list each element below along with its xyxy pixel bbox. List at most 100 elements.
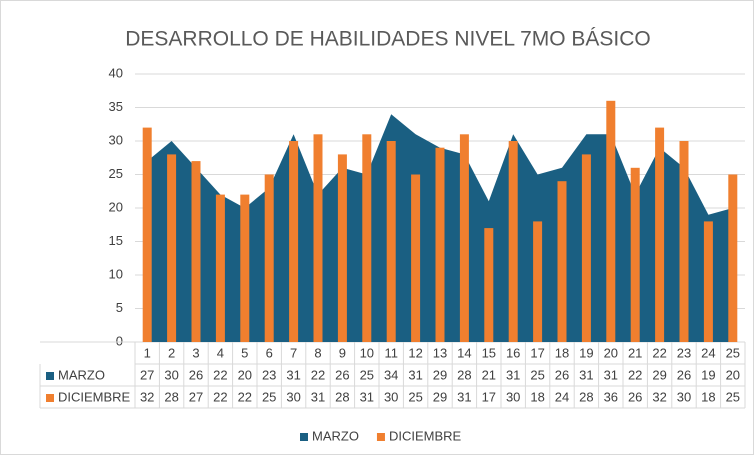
bar <box>215 194 225 342</box>
table-value: 18 <box>701 389 715 404</box>
bar <box>581 154 591 342</box>
bar <box>313 134 323 342</box>
bar <box>167 154 177 342</box>
x-tick-label: 7 <box>290 345 297 360</box>
table-legend-swatch <box>46 372 54 380</box>
table-value: 26 <box>189 367 203 382</box>
x-tick-label: 21 <box>628 345 642 360</box>
x-tick-label: 4 <box>217 345 224 360</box>
table-value: 32 <box>140 389 154 404</box>
bar <box>679 141 689 342</box>
table-value: 32 <box>652 389 666 404</box>
bar <box>337 154 347 342</box>
table-value: 25 <box>530 367 544 382</box>
table-value: 23 <box>262 367 276 382</box>
table-value: 27 <box>189 389 203 404</box>
table-value: 27 <box>140 367 154 382</box>
table-value: 25 <box>726 389 740 404</box>
y-tick-label: 25 <box>109 166 123 181</box>
table-value: 30 <box>286 389 300 404</box>
x-tick-label: 13 <box>433 345 447 360</box>
legend-swatch <box>376 433 385 441</box>
table-value: 26 <box>335 367 349 382</box>
x-tick-label: 16 <box>506 345 520 360</box>
table-value: 24 <box>555 389 569 404</box>
chart-title: DESARROLLO DE HABILIDADES NIVEL 7MO BÁSI… <box>125 28 651 51</box>
x-tick-label: 18 <box>555 345 569 360</box>
table-value: 31 <box>457 389 471 404</box>
table-value: 34 <box>384 367 398 382</box>
bar <box>630 167 640 342</box>
y-tick-label: 5 <box>116 300 123 315</box>
bar <box>386 141 396 342</box>
table-value: 22 <box>311 367 325 382</box>
y-tick-label: 30 <box>109 132 123 147</box>
table-value: 17 <box>482 389 496 404</box>
x-tick-label: 6 <box>266 345 273 360</box>
table-series-name: DICIEMBRE <box>58 389 131 404</box>
table-value: 28 <box>335 389 349 404</box>
bar <box>484 228 494 342</box>
table-value: 20 <box>238 367 252 382</box>
bar <box>533 221 543 342</box>
bar <box>728 174 738 342</box>
table-value: 31 <box>408 367 422 382</box>
bar <box>264 174 274 342</box>
table-value: 36 <box>604 389 618 404</box>
x-tick-label: 2 <box>168 345 175 360</box>
table-value: 26 <box>628 389 642 404</box>
x-tick-label: 15 <box>482 345 496 360</box>
x-tick-label: 23 <box>677 345 691 360</box>
y-tick-label: 20 <box>109 199 123 214</box>
x-tick-label: 19 <box>579 345 593 360</box>
table-value: 18 <box>530 389 544 404</box>
x-tick-label: 3 <box>192 345 199 360</box>
table-value: 22 <box>213 367 227 382</box>
bar <box>557 181 567 342</box>
table-series-name: MARZO <box>58 367 105 382</box>
x-tick-label: 22 <box>652 345 666 360</box>
x-tick-label: 5 <box>241 345 248 360</box>
table-value: 28 <box>457 367 471 382</box>
table-value: 31 <box>311 389 325 404</box>
y-tick-label: 40 <box>109 65 123 80</box>
legend-swatch <box>300 433 308 441</box>
y-tick-label: 35 <box>109 99 123 114</box>
table-value: 31 <box>360 389 374 404</box>
bar <box>362 134 372 342</box>
legend-label: MARZO <box>312 428 359 443</box>
table-value: 28 <box>164 389 178 404</box>
table-value: 21 <box>482 367 496 382</box>
bar <box>655 127 665 342</box>
x-tick-label: 14 <box>457 345 471 360</box>
bar <box>703 221 713 342</box>
x-tick-label: 24 <box>701 345 715 360</box>
table-value: 29 <box>433 389 447 404</box>
x-tick-label: 17 <box>530 345 544 360</box>
bar <box>240 194 250 342</box>
x-tick-label: 10 <box>360 345 374 360</box>
table-value: 26 <box>677 367 691 382</box>
table-value: 31 <box>579 367 593 382</box>
legend-label: DICIEMBRE <box>389 428 462 443</box>
table-value: 29 <box>652 367 666 382</box>
x-tick-label: 25 <box>726 345 740 360</box>
table-legend-swatch <box>46 394 54 402</box>
table-value: 25 <box>360 367 374 382</box>
bar <box>508 141 518 342</box>
table-value: 29 <box>433 367 447 382</box>
bar <box>191 161 201 342</box>
y-tick-label: 0 <box>116 333 123 348</box>
table-value: 31 <box>286 367 300 382</box>
x-tick-label: 20 <box>604 345 618 360</box>
table-value: 22 <box>238 389 252 404</box>
x-tick-label: 8 <box>314 345 321 360</box>
table-value: 31 <box>506 367 520 382</box>
table-value: 22 <box>213 389 227 404</box>
table-value: 20 <box>726 367 740 382</box>
table-value: 25 <box>262 389 276 404</box>
table-value: 30 <box>164 367 178 382</box>
table-value: 25 <box>408 389 422 404</box>
x-tick-label: 9 <box>339 345 346 360</box>
